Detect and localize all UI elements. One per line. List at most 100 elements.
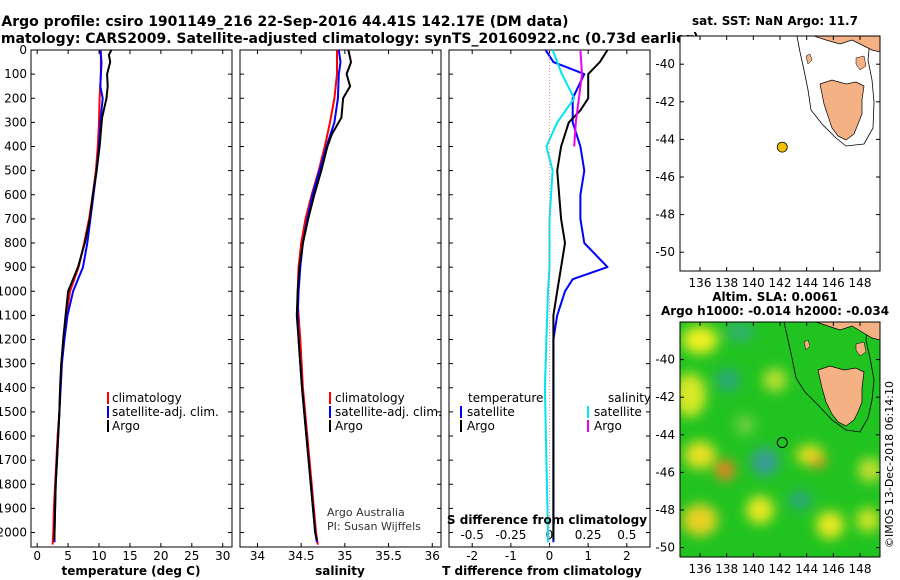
map-x-tick-label: 140: [742, 562, 765, 576]
x-tick-label: 34: [250, 549, 265, 563]
king-island-icon: [805, 53, 813, 65]
depth-axis: 0 100 200 300 400 500 600 700 800 900 1000 1100 1200…: [0, 43, 650, 540]
temperature-series: [51, 49, 113, 545]
sst-map-axes: 136 138 140 142 144 146 148 -40 -42 -44 -46 -48 -50: [655, 36, 880, 290]
argo-float-location-marker: [776, 141, 788, 153]
salinity-series: [295, 49, 352, 545]
map-y-tick-label: -44: [655, 428, 675, 442]
salinity-x-axis: 34 34.5 35 35.5 36: [250, 50, 440, 563]
salinity-difference-x-axis: -0.5 -0.25 0 0.25 0.5: [460, 528, 636, 542]
sla-depth-contour: [783, 322, 875, 433]
map-x-tick-label: 140: [742, 276, 765, 290]
depth-tick-label: 300: [4, 115, 27, 129]
map-y-tick-label: -44: [655, 132, 675, 146]
series-line-climatology: [296, 50, 338, 545]
figure-title-line1: Argo profile: csiro 1901149_216 22-Sep-2…: [1, 14, 568, 30]
map-x-tick-label: 148: [849, 562, 872, 576]
salinity-legend: climatology satellite-adj. clim. Argo: [329, 391, 442, 433]
x-tick-label: -1: [505, 549, 517, 563]
legend-label: satellite-adj. clim.: [112, 405, 219, 419]
legend-title-temperature: temperature: [468, 391, 543, 405]
salinity-axis-label: salinity: [315, 564, 365, 578]
difference-x-axis: -2 -1 0 1 2: [466, 50, 631, 563]
king-island-icon: [803, 339, 811, 351]
legend-label: Argo: [112, 419, 140, 433]
s-diff-tick-label: -0.25: [495, 528, 526, 542]
salinity-plot-frame: [239, 49, 442, 548]
depth-tick-label: 700: [4, 212, 27, 226]
mainland-land-icon: [795, 36, 880, 53]
map-y-tick-label: -48: [655, 208, 675, 222]
temperature-legend: climatology satellite-adj. clim. Argo: [107, 391, 219, 433]
depth-tick-label: 1200: [0, 333, 27, 347]
depth-tick-label: 800: [4, 236, 27, 250]
x-tick-label: 20: [153, 549, 168, 563]
depth-tick-label: 1100: [0, 308, 27, 322]
map-y-tick-label: -40: [655, 353, 675, 367]
tasmania-land-icon: [817, 365, 865, 427]
depth-tick-label: 900: [4, 260, 27, 274]
map-y-tick-label: -50: [655, 541, 675, 555]
x-tick-label: 35: [337, 549, 352, 563]
depth-tick-label: 1400: [0, 381, 27, 395]
x-tick-label: 0: [546, 549, 554, 563]
map-x-tick-label: 146: [822, 562, 845, 576]
x-tick-label: 36: [425, 549, 440, 563]
credit-argo-australia: Argo Australia: [327, 506, 405, 519]
map-y-tick-label: -50: [655, 245, 675, 259]
map-x-tick-label: 142: [769, 276, 792, 290]
s-diff-tick-label: 0.25: [575, 528, 602, 542]
argo-float-location-marker: [776, 437, 788, 449]
x-tick-label: 5: [64, 549, 72, 563]
sst-map-title: sat. SST: NaN Argo: 11.7: [692, 14, 858, 28]
series-line-argo: [295, 49, 352, 541]
legend-label: satellite-adj. clim.: [335, 405, 442, 419]
sla-map-axes: 136 138 140 142 144 146 148 -40 -42 -44 -46 -48 -50: [655, 322, 880, 576]
x-tick-label: 30: [215, 549, 230, 563]
x-tick-label: 15: [122, 549, 137, 563]
s-diff-tick-label: 0.5: [617, 528, 636, 542]
depth-tick-label: 1500: [0, 405, 27, 419]
map-x-tick-label: 146: [822, 276, 845, 290]
map-x-tick-label: 138: [715, 562, 738, 576]
flinders-island-icon: [855, 341, 867, 357]
map-x-tick-label: 136: [689, 276, 712, 290]
series-line-s-argo: [573, 49, 583, 147]
depth-tick-label: 2000: [0, 526, 27, 540]
depth-tick-label: 400: [4, 140, 27, 154]
series-line-t-argo: [552, 49, 609, 540]
figure-title-line2: Climatology: CARS2009. Satellite-adjuste…: [0, 31, 699, 47]
flinders-island-icon: [855, 55, 867, 71]
legend-label: Argo: [594, 419, 622, 433]
s-difference-axis-label: S difference from climatology: [447, 513, 647, 527]
depth-tick-label: 1600: [0, 429, 27, 443]
t-difference-axis-label: T difference from climatology: [442, 564, 642, 578]
sla-map-title-line2: Argo h1000: -0.014 h2000: -0.034: [661, 304, 889, 318]
x-tick-label: 1: [584, 549, 592, 563]
legend-label: climatology: [335, 391, 405, 405]
depth-tick-label: 1300: [0, 357, 27, 371]
x-tick-label: 25: [184, 549, 199, 563]
imos-timestamp: ©IMOS 13-Dec-2018 06:14:10: [883, 381, 896, 548]
tasmania-land-icon: [819, 79, 865, 141]
series-line-satellite-adj-clim-: [53, 49, 104, 543]
series-line-argo: [53, 49, 113, 540]
difference-plot-frame: [448, 49, 651, 548]
sst-depth-contour: [796, 36, 875, 147]
series-line-climatology: [51, 50, 102, 545]
temperature-axis-label: temperature (deg C): [62, 564, 201, 578]
legend-label: satellite: [467, 405, 515, 419]
map-x-tick-label: 138: [715, 276, 738, 290]
s-diff-tick-label: -0.5: [460, 528, 483, 542]
x-tick-label: -2: [466, 549, 478, 563]
legend-label: satellite: [594, 405, 642, 419]
s-diff-tick-label: 0: [546, 528, 554, 542]
series-line-s-satellite: [543, 49, 576, 543]
series-line-satellite-adj-clim-: [296, 49, 342, 543]
difference-legend: temperature satellite Argo salinity sate…: [460, 391, 651, 433]
legend-label: Argo: [467, 419, 495, 433]
x-tick-label: 35.5: [375, 549, 402, 563]
map-x-tick-label: 144: [795, 562, 818, 576]
depth-tick-label: 1800: [0, 477, 27, 491]
